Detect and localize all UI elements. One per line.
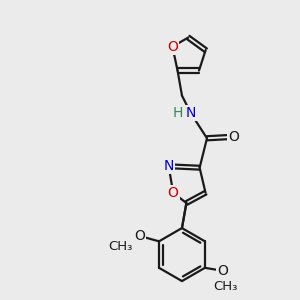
Text: O: O [134, 229, 145, 243]
Text: H: H [172, 106, 183, 120]
Text: N: N [186, 106, 196, 120]
Text: CH₃: CH₃ [213, 280, 238, 293]
Text: O: O [167, 40, 178, 54]
Text: CH₃: CH₃ [108, 240, 132, 253]
Text: O: O [228, 130, 239, 144]
Text: N: N [164, 159, 174, 173]
Text: O: O [168, 186, 178, 200]
Text: O: O [217, 264, 228, 278]
